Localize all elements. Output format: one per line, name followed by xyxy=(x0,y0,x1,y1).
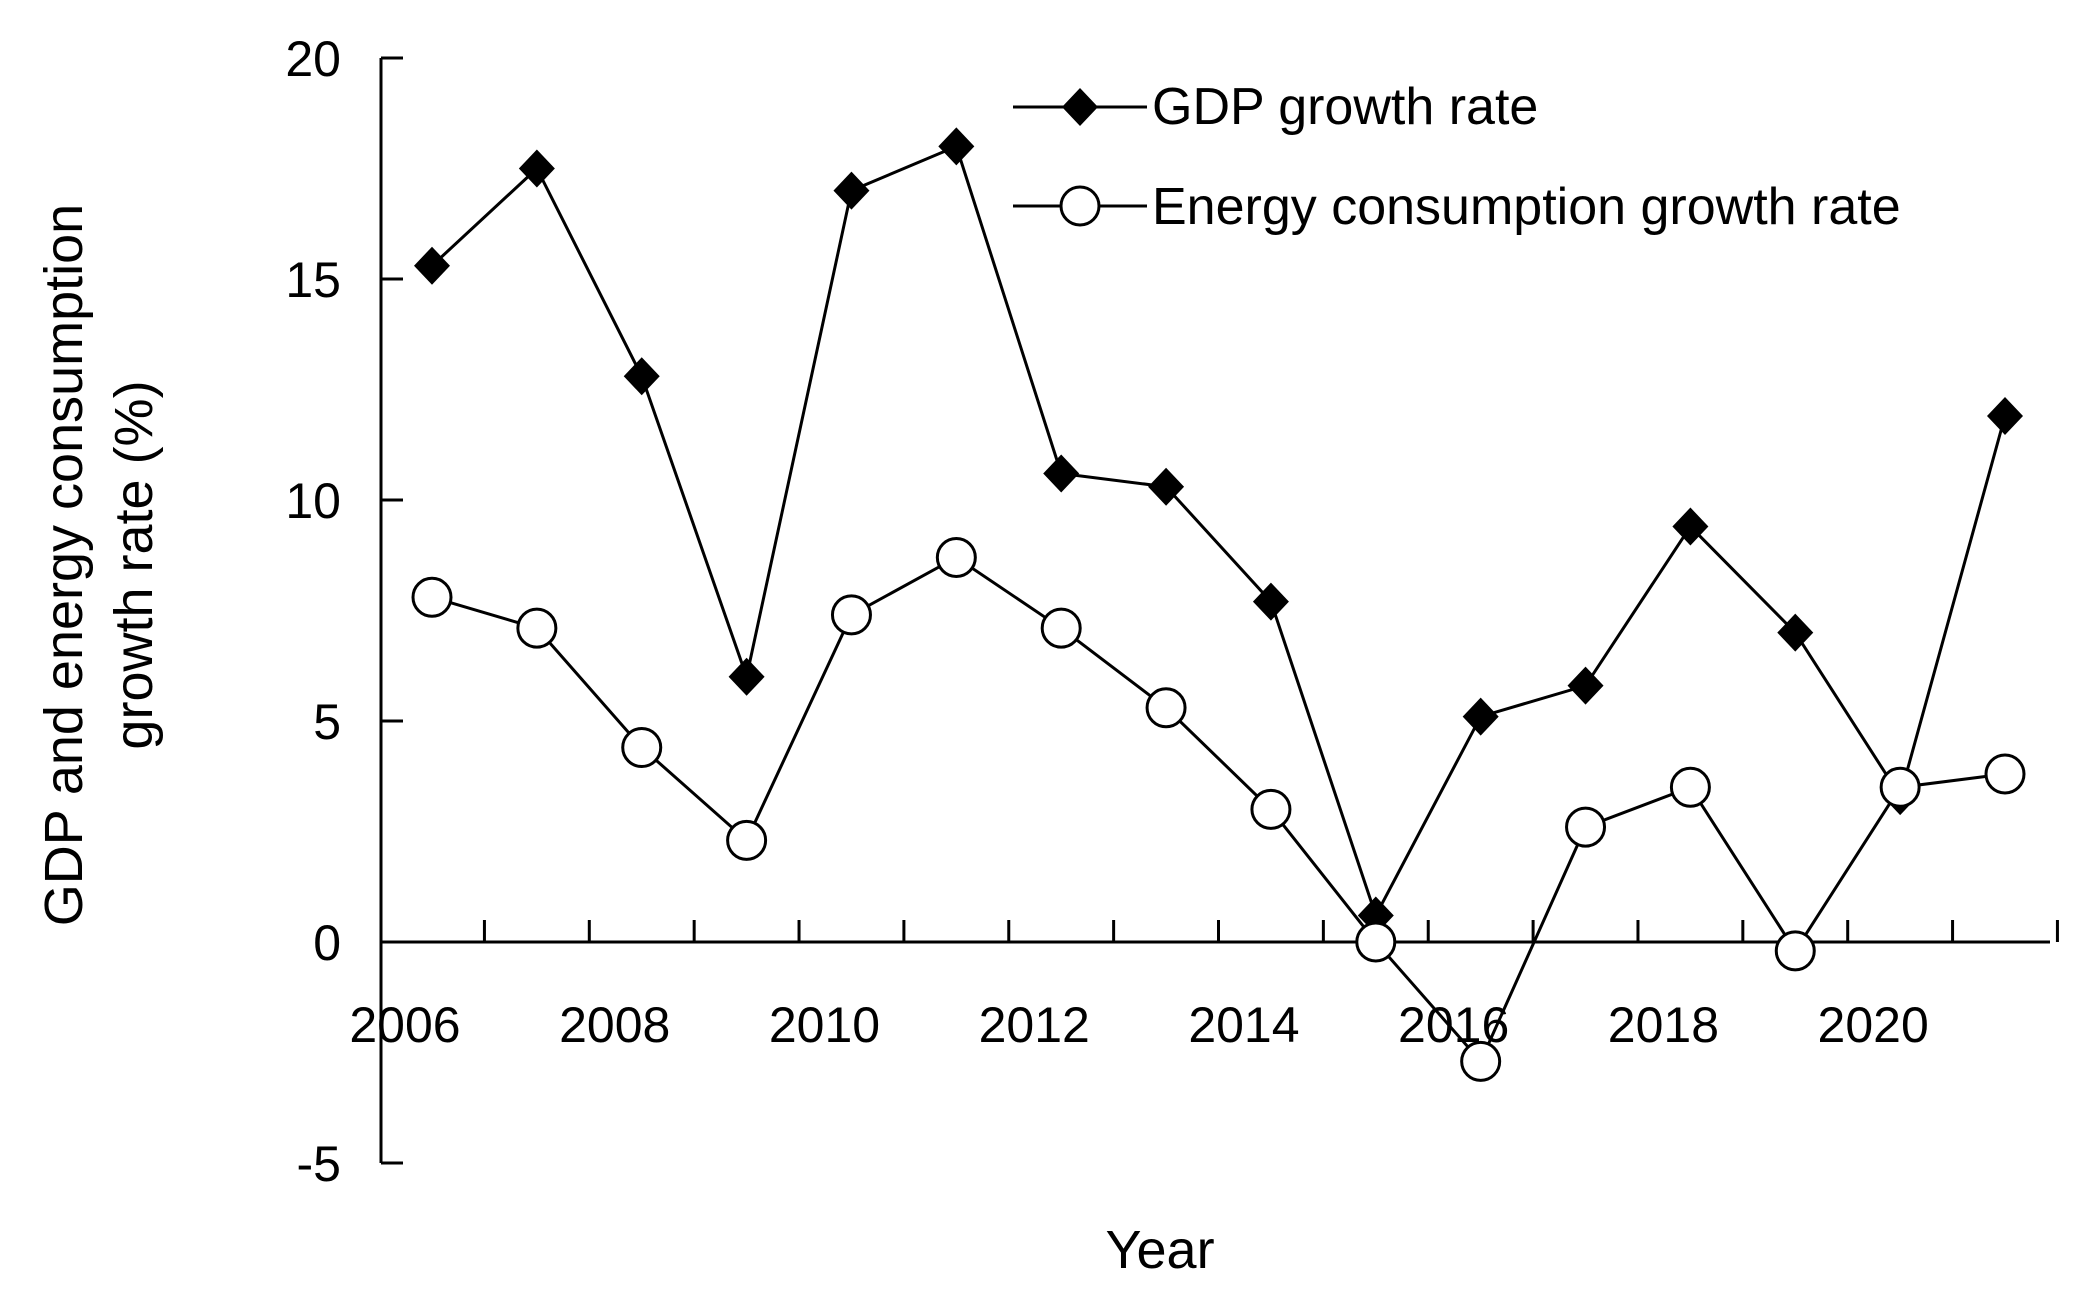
x-tick-label-2014: 2014 xyxy=(1188,997,1299,1053)
x-axis-title: Year xyxy=(1105,1220,1214,1280)
gdp-point-2010 xyxy=(833,171,870,210)
energy-point-2007 xyxy=(516,607,558,649)
gdp-point-2016 xyxy=(1462,697,1499,736)
energy-point-2017 xyxy=(1565,806,1607,848)
gdp-point-2021 xyxy=(1987,397,2023,436)
energy-point-2010 xyxy=(830,594,872,636)
x-tick-label-2020: 2020 xyxy=(1818,997,1929,1053)
legend-label-gdp: GDP growth rate xyxy=(1152,78,1538,136)
energy-point-2013 xyxy=(1145,687,1187,729)
x-tick-label-2012: 2012 xyxy=(979,997,1090,1053)
energy-point-2009 xyxy=(726,819,768,861)
gdp-point-2017 xyxy=(1567,666,1604,705)
gdp-point-2006 xyxy=(414,246,450,285)
gdp-point-2008 xyxy=(623,357,660,396)
y-tick-label--5: -5 xyxy=(297,1136,341,1192)
y-tick-label-20: 20 xyxy=(285,31,341,87)
y-tick-label-0: 0 xyxy=(313,915,341,971)
energy-point-2019 xyxy=(1774,930,1816,972)
axes: 20 15 10 5 0 -5 2006 2008 2010 2012 2014 2016 2018 20… xyxy=(285,31,2059,1192)
y-axis-title-line-2: growth rate (%) xyxy=(104,380,164,749)
gdp-point-2018 xyxy=(1672,507,1709,546)
gdp-point-2013 xyxy=(1148,467,1185,506)
x-tick-label-2010: 2010 xyxy=(769,997,880,1053)
series-line-0 xyxy=(430,144,2007,920)
series-1 xyxy=(411,536,2026,1082)
series-line-1 xyxy=(431,555,2006,1065)
energy-point-2008 xyxy=(621,727,663,769)
energy-point-2014 xyxy=(1250,788,1292,830)
x-tick-label-2006: 2006 xyxy=(349,997,460,1053)
gdp-point-2009 xyxy=(728,657,765,696)
y-axis-title: GDP and energy consumption growth rate (… xyxy=(34,204,164,926)
gdp-point-2019 xyxy=(1777,613,1814,652)
energy-point-2011 xyxy=(935,536,977,578)
x-tick-label-2016: 2016 xyxy=(1398,997,1509,1053)
energy-point-2016 xyxy=(1460,1040,1502,1082)
x-tick-label-2008: 2008 xyxy=(559,997,670,1053)
y-axis-title-line-1: GDP and energy consumption xyxy=(34,204,94,926)
series-layer xyxy=(411,127,2026,1082)
legend-marker-gdp xyxy=(1062,88,1098,126)
gdp-point-2014 xyxy=(1252,582,1289,621)
gdp-point-2012 xyxy=(1043,454,1080,493)
energy-point-2012 xyxy=(1040,607,1082,649)
x-tick-label-2018: 2018 xyxy=(1608,997,1719,1053)
series-0 xyxy=(414,127,2023,935)
energy-point-2006 xyxy=(411,576,453,618)
legend-marker-energy xyxy=(1059,185,1101,227)
energy-point-2018 xyxy=(1669,766,1711,808)
y-tick-label-5: 5 xyxy=(313,694,341,750)
legend: GDP growth rate Energy consumption growt… xyxy=(1013,78,1901,236)
y-tick-label-10: 10 xyxy=(285,473,341,529)
gdp-point-2011 xyxy=(938,127,975,166)
gdp-point-2007 xyxy=(518,149,555,188)
energy-point-2020 xyxy=(1879,766,1921,808)
y-tick-label-15: 15 xyxy=(285,252,341,308)
legend-label-energy: Energy consumption growth rate xyxy=(1152,178,1901,236)
energy-point-2015 xyxy=(1355,921,1397,963)
energy-point-2021 xyxy=(1984,753,2026,795)
